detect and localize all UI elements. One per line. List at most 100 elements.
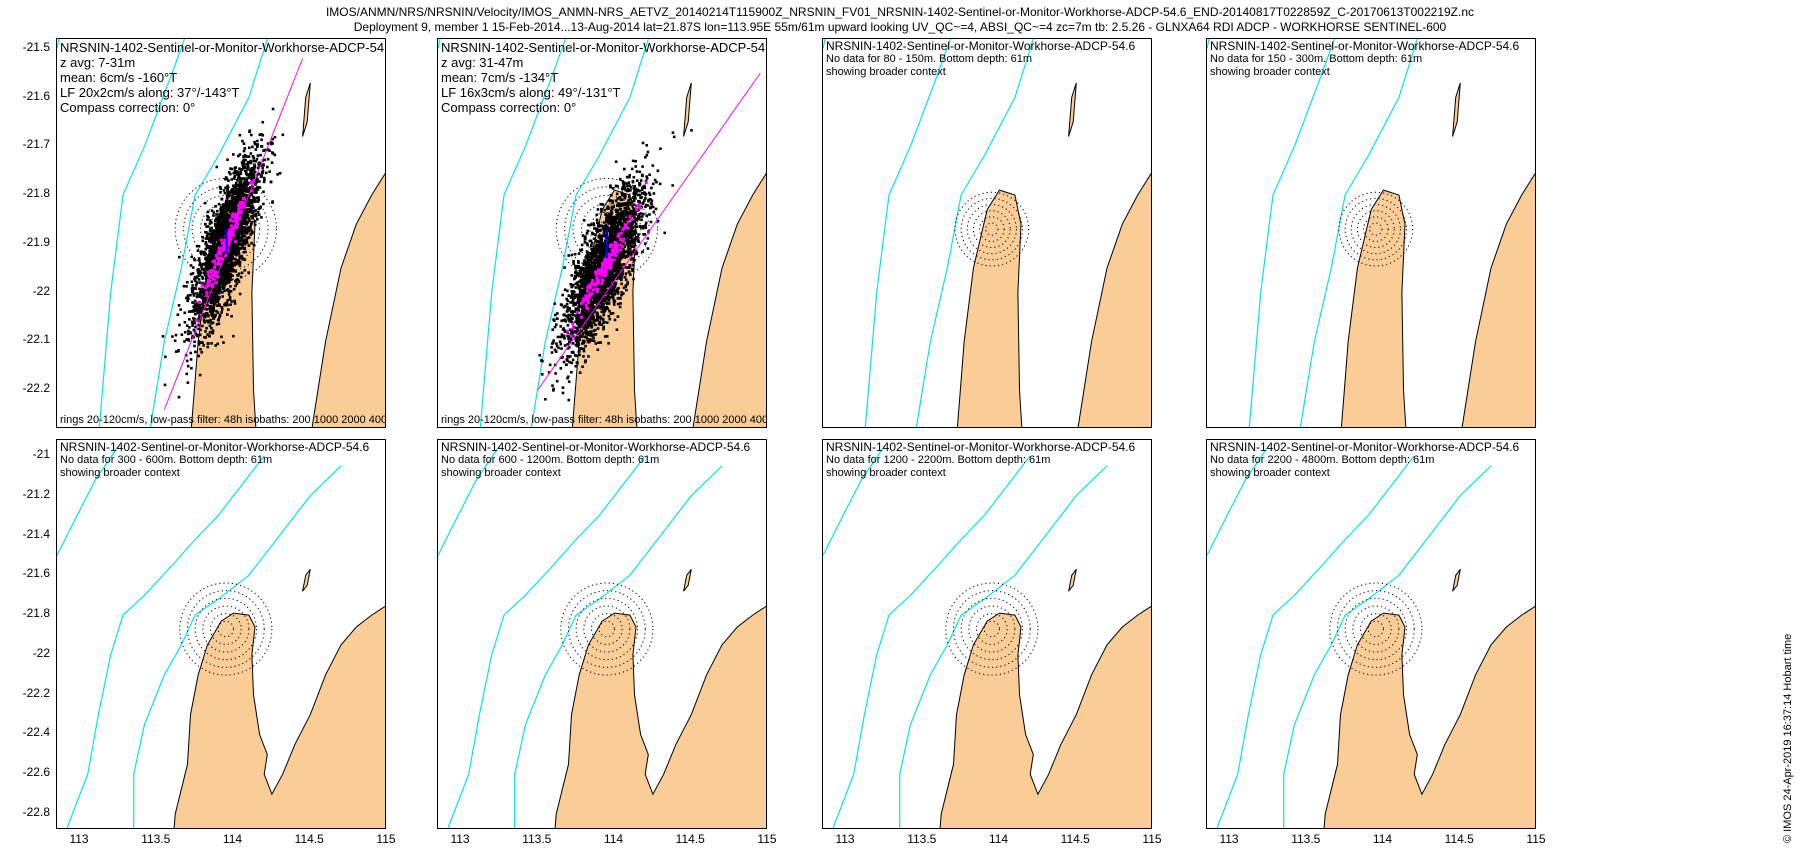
x-tick-label: 113 xyxy=(835,832,855,846)
figure-subtitle: Deployment 9, member 1 15-Feb-2014...13-… xyxy=(353,20,1447,34)
instrument-label: NRSNIN-1402-Sentinel-or-Monitor-Workhors… xyxy=(1210,440,1520,454)
x-tick-label: 114.5 xyxy=(294,832,324,846)
y-tick-label: -21 xyxy=(32,446,50,461)
range-ring xyxy=(979,216,1005,242)
range-ring xyxy=(202,605,250,653)
instrument-label: NRSNIN-1402-Sentinel-or-Monitor-Workhors… xyxy=(826,440,1136,454)
land-mass xyxy=(939,605,1151,828)
x-tick-label: 114 xyxy=(603,832,624,846)
y-tick-label: -21.4 xyxy=(22,526,50,541)
x-tick-label: 114 xyxy=(988,832,1009,846)
range-ring xyxy=(1350,204,1401,255)
island xyxy=(683,82,692,137)
isobath-line xyxy=(1248,39,1336,427)
x-tick-label: 114.5 xyxy=(1444,832,1474,846)
panel-info-line: No data for 600 - 1200m. Bottom depth: 6… xyxy=(441,454,660,466)
panel-info-line: showing broader context xyxy=(1210,467,1330,479)
panel-info-line: showing broader context xyxy=(441,467,561,479)
range-ring xyxy=(1344,197,1408,261)
panel-info-line: No data for 300 - 600m. Bottom depth: 61… xyxy=(60,454,273,466)
y-tick-label: -22.8 xyxy=(22,805,50,820)
range-ring xyxy=(583,605,631,653)
current-panel: NRSNIN-1402-Sentinel-or-Monitor-Workhors… xyxy=(822,38,1152,428)
panel-footer: rings 20-120cm/s, low-pass filter: 48h i… xyxy=(60,414,386,426)
panel-info-line: showing broader context xyxy=(60,467,180,479)
island xyxy=(1068,82,1077,137)
land-mass xyxy=(956,172,1151,427)
panel-info-line: mean: 6cm/s -160°T xyxy=(60,70,178,85)
isobath-line xyxy=(149,39,268,427)
y-tick-label: -21.9 xyxy=(22,234,50,249)
isobath-line xyxy=(530,39,649,427)
range-ring xyxy=(191,194,261,264)
x-tick-label: 113.5 xyxy=(522,832,552,846)
map-plot xyxy=(438,39,766,427)
current-panel: NRSNIN-1402-Sentinel-or-Monitor-Workhors… xyxy=(1206,439,1536,829)
isobath-line xyxy=(823,445,885,556)
isobath-line xyxy=(1283,465,1492,828)
isobath-line xyxy=(1299,39,1418,427)
x-tick-label: 113 xyxy=(450,832,470,846)
panel-info-line: showing broader context xyxy=(826,467,946,479)
range-ring xyxy=(572,194,642,264)
map-plot xyxy=(57,445,385,828)
y-tick-label: -21.8 xyxy=(22,606,50,621)
map-plot xyxy=(438,445,766,828)
panel-label: NRSNIN-1402-Sentinel-or-Monitor-Workhors… xyxy=(826,441,1135,480)
land-mass xyxy=(173,605,385,828)
principal-axis-line xyxy=(163,58,304,410)
panel-info-line: LF 16x3cm/s along: 49°/-131°T xyxy=(441,85,621,100)
range-ring xyxy=(960,197,1024,261)
x-tick-label: 115 xyxy=(1142,832,1162,846)
isobath-line xyxy=(899,465,1108,828)
panel-info-line: showing broader context xyxy=(826,66,946,78)
y-tick-label: -21.8 xyxy=(22,186,50,200)
range-ring xyxy=(1352,605,1400,653)
island xyxy=(1068,568,1077,592)
panel-info-line: Compass correction: 0° xyxy=(60,100,196,115)
credit-text: © IMOS 24-Apr-2019 16:37:14 Hobart time xyxy=(1782,633,1794,843)
range-ring xyxy=(590,613,623,645)
x-tick-label: 113 xyxy=(1219,832,1239,846)
y-tick-label: -22.4 xyxy=(22,725,50,740)
island xyxy=(302,82,311,137)
range-ring xyxy=(209,613,242,645)
x-tick-label: 113.5 xyxy=(141,832,171,846)
panel-footer: rings 20-120cm/s, low-pass filter: 48h i… xyxy=(441,414,767,426)
current-panel: NRSNIN-1402-Sentinel-or-Monitor-Workhors… xyxy=(437,38,767,428)
y-tick-label: -22 xyxy=(32,283,50,298)
instrument-label: NRSNIN-1402-Sentinel-or-Monitor-Workhors… xyxy=(441,40,767,55)
isobath-line xyxy=(915,39,1034,427)
map-plot xyxy=(823,445,1151,828)
panel-info-line: z avg: 7-31m xyxy=(60,55,136,70)
mean-vector xyxy=(224,229,229,254)
panel-info-line: LF 20x2cm/s along: 37°/-143°T xyxy=(60,85,240,100)
y-tick-label: -22.1 xyxy=(22,332,50,347)
x-tick-label: 113.5 xyxy=(907,832,937,846)
x-tick-label: 114.5 xyxy=(1060,832,1090,846)
island xyxy=(1452,82,1461,137)
panel-label: NRSNIN-1402-Sentinel-or-Monitor-Workhors… xyxy=(441,40,767,115)
y-tick-label: -21.2 xyxy=(22,486,50,501)
range-ring xyxy=(1338,191,1414,267)
isobath-line xyxy=(57,445,119,556)
map-plot xyxy=(1207,445,1535,828)
y-tick-label: -22.6 xyxy=(22,765,50,780)
x-tick-label: 114.5 xyxy=(675,832,705,846)
current-panel: NRSNIN-1402-Sentinel-or-Monitor-Workhors… xyxy=(56,38,386,428)
panel-info-line: No data for 150 - 300m. Bottom depth: 61… xyxy=(1210,53,1423,65)
range-ring xyxy=(1369,222,1383,236)
instrument-label: NRSNIN-1402-Sentinel-or-Monitor-Workhors… xyxy=(826,39,1136,53)
current-panel: NRSNIN-1402-Sentinel-or-Monitor-Workhors… xyxy=(1206,38,1536,428)
instrument-label: NRSNIN-1402-Sentinel-or-Monitor-Workhors… xyxy=(441,440,751,454)
lowpass-scatter xyxy=(566,181,648,338)
panel-info-line: No data for 1200 - 2200m. Bottom depth: … xyxy=(826,454,1051,466)
isobath-line xyxy=(479,39,567,427)
current-panel: NRSNIN-1402-Sentinel-or-Monitor-Workhors… xyxy=(437,439,767,829)
x-tick-label: 115 xyxy=(1526,832,1546,846)
isobath-line xyxy=(514,465,723,828)
isobath-line xyxy=(864,39,952,427)
y-tick-label: -22 xyxy=(32,645,50,660)
panel-info-line: No data for 80 - 150m. Bottom depth: 61m xyxy=(826,53,1033,65)
isobath-line xyxy=(1207,445,1269,556)
